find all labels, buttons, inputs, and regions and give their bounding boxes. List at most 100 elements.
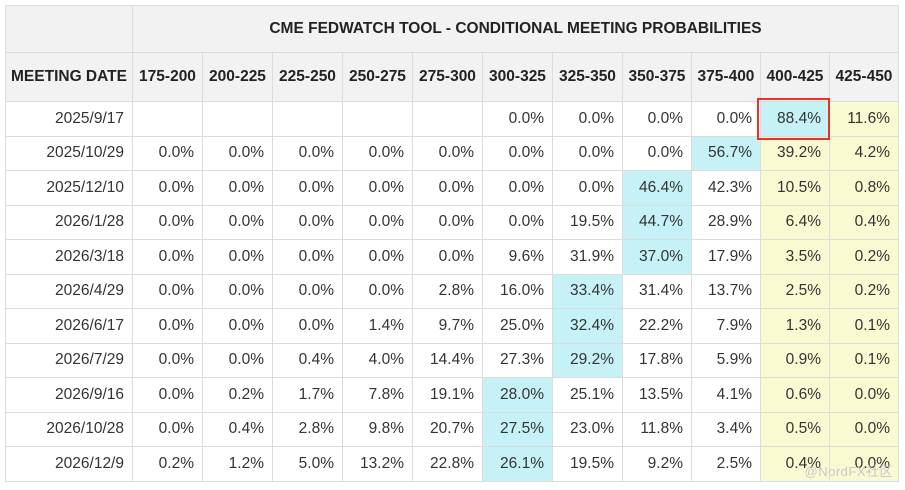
probability-cell: 0.0% [342, 239, 413, 275]
probability-cell [272, 101, 343, 137]
probability-cell: 0.0% [272, 204, 343, 240]
probability-cell: 2.8% [272, 411, 343, 447]
probability-cell: 14.4% [412, 342, 483, 378]
meeting-date: 2026/9/16 [5, 377, 133, 413]
probability-cell: 9.7% [412, 308, 483, 344]
table-row: 2026/6/17 0.0% 0.0% 0.0% 1.4% 9.7% 25.0% 32.4% 2… [5, 308, 899, 344]
probability-cell: 0.0% [482, 204, 553, 240]
corner-cell [5, 5, 133, 53]
probability-cell: 0.0% [132, 342, 203, 378]
probability-cell: 0.0% [202, 239, 273, 275]
probability-cell: 7.9% [691, 308, 761, 344]
probability-cell: 0.5% [760, 411, 830, 447]
column-header: 175-200 [132, 52, 203, 102]
probability-cell: 0.0% [132, 239, 203, 275]
probability-cell: 4.1% [691, 377, 761, 413]
probability-cell: 0.0% [412, 135, 483, 171]
probability-cell: 9.2% [622, 446, 692, 482]
column-header: 225-250 [272, 52, 343, 102]
probability-cell: 6.4% [760, 204, 830, 240]
column-header: 400-425 [760, 52, 830, 102]
table-row: 2026/4/29 0.0% 0.0% 0.0% 0.0% 2.8% 16.0% 33.4% 3… [5, 273, 899, 309]
probability-cell: 0.2% [202, 377, 273, 413]
probability-cell: 0.0% [272, 308, 343, 344]
probability-cell: 0.4% [202, 411, 273, 447]
meeting-date: 2025/12/10 [5, 170, 133, 206]
probability-cell: 88.4% [760, 101, 830, 137]
probability-cell: 29.2% [552, 342, 623, 378]
probability-cell: 31.9% [552, 239, 623, 275]
probability-cell [412, 101, 483, 137]
probability-cell: 3.4% [691, 411, 761, 447]
column-header: 375-400 [691, 52, 761, 102]
probability-cell: 0.0% [202, 204, 273, 240]
probability-cell: 33.4% [552, 273, 623, 309]
meeting-date: 2025/9/17 [5, 101, 133, 137]
probability-cell: 2.5% [760, 273, 830, 309]
probability-cell [342, 101, 413, 137]
probability-cell: 46.4% [622, 170, 692, 206]
probability-cell: 0.0% [482, 135, 553, 171]
probability-cell: 1.4% [342, 308, 413, 344]
meeting-date: 2025/10/29 [5, 135, 133, 171]
probability-cell: 0.0% [202, 273, 273, 309]
probability-cell: 16.0% [482, 273, 553, 309]
meeting-date: 2026/10/28 [5, 411, 133, 447]
probability-cell: 13.2% [342, 446, 413, 482]
table-row: 2026/7/29 0.0% 0.0% 0.4% 4.0% 14.4% 27.3% 29.2%… [5, 342, 899, 378]
probability-cell: 39.2% [760, 135, 830, 171]
probability-cell: 0.0% [829, 446, 899, 482]
probability-cell: 17.9% [691, 239, 761, 275]
table-row: 2025/9/17 0.0% 0.0% 0.0% 0.0% 88.4% 11.6% [5, 101, 899, 137]
column-header: 250-275 [342, 52, 413, 102]
probability-cell: 0.1% [829, 342, 899, 378]
probability-cell: 42.3% [691, 170, 761, 206]
meeting-date: 2026/7/29 [5, 342, 133, 378]
probability-cell: 0.0% [552, 135, 623, 171]
meeting-date: 2026/4/29 [5, 273, 133, 309]
probability-cell: 0.0% [691, 101, 761, 137]
probability-cell: 27.5% [482, 411, 553, 447]
probability-cell: 31.4% [622, 273, 692, 309]
probability-cell: 0.0% [412, 204, 483, 240]
probability-cell: 22.2% [622, 308, 692, 344]
probability-cell: 19.5% [552, 204, 623, 240]
probability-cell: 7.8% [342, 377, 413, 413]
probability-cell: 0.0% [272, 135, 343, 171]
probability-cell: 26.1% [482, 446, 553, 482]
title-row: CME FEDWATCH TOOL - CONDITIONAL MEETING … [5, 5, 899, 53]
probability-cell: 0.0% [552, 101, 623, 137]
table-body: 2025/9/17 0.0% 0.0% 0.0% 0.0% 88.4% 11.6% 2025/… [5, 101, 899, 482]
probability-cell: 0.4% [272, 342, 343, 378]
probability-cell: 0.0% [552, 170, 623, 206]
column-header: 275-300 [412, 52, 483, 102]
probability-cell: 13.7% [691, 273, 761, 309]
probability-cell: 25.1% [552, 377, 623, 413]
probability-cell: 37.0% [622, 239, 692, 275]
probability-cell: 56.7% [691, 135, 761, 171]
probability-cell: 2.5% [691, 446, 761, 482]
chart-title: CME FEDWATCH TOOL - CONDITIONAL MEETING … [132, 5, 899, 53]
probability-cell: 0.0% [202, 135, 273, 171]
probability-cell: 13.5% [622, 377, 692, 413]
table-row: 2026/3/18 0.0% 0.0% 0.0% 0.0% 0.0% 9.6% 31.9% 37… [5, 239, 899, 275]
probability-cell: 28.9% [691, 204, 761, 240]
probability-cell: 9.8% [342, 411, 413, 447]
column-header: 300-325 [482, 52, 553, 102]
probability-cell: 0.2% [829, 273, 899, 309]
probability-cell: 4.2% [829, 135, 899, 171]
probability-cell: 0.0% [829, 411, 899, 447]
probability-cell: 4.0% [342, 342, 413, 378]
probability-cell: 0.0% [482, 101, 553, 137]
header-row: MEETING DATE 175-200 200-225 225-250 250-27… [5, 52, 899, 102]
probability-cell: 0.1% [829, 308, 899, 344]
probability-cell: 0.0% [272, 239, 343, 275]
probability-cell: 0.0% [272, 170, 343, 206]
probability-cell: 0.9% [760, 342, 830, 378]
table-row: 2026/10/28 0.0% 0.4% 2.8% 9.8% 20.7% 27.5% 23.0… [5, 411, 899, 447]
probability-cell: 0.0% [482, 170, 553, 206]
probability-cell: 0.4% [829, 204, 899, 240]
probability-cell: 3.5% [760, 239, 830, 275]
table-row: 2025/10/29 0.0% 0.0% 0.0% 0.0% 0.0% 0.0% 0.0% 0.… [5, 135, 899, 171]
probability-cell: 0.0% [202, 170, 273, 206]
